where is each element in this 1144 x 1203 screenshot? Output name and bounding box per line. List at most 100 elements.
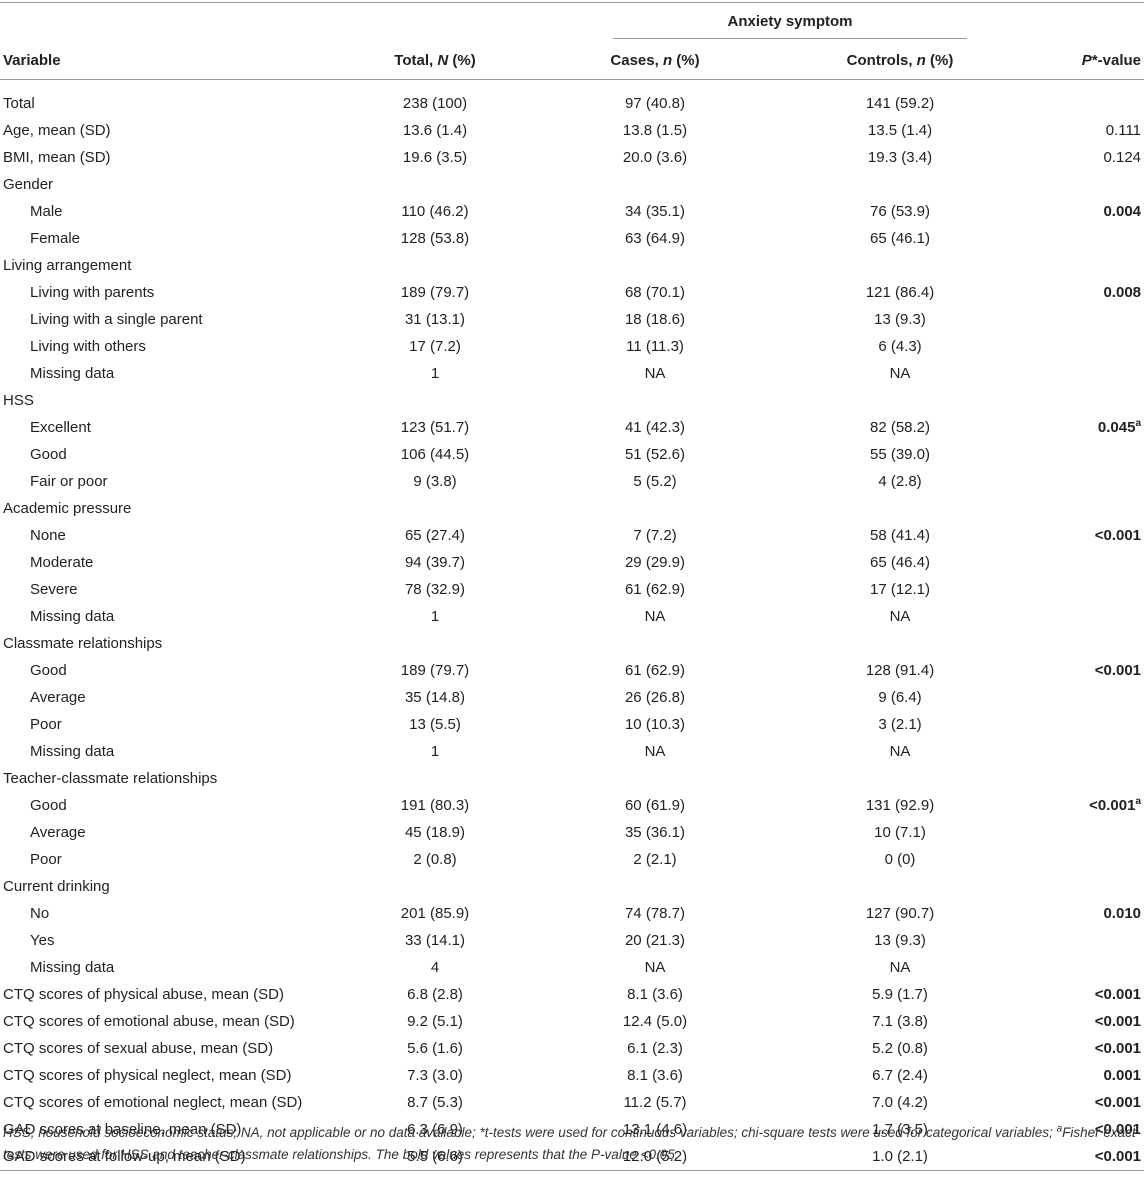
table-cell: 19.3 (3.4) xyxy=(770,144,1030,171)
table-cell: <0.001 xyxy=(1030,1116,1144,1143)
table-cell: Severe xyxy=(0,576,330,603)
cell-value: 55 (39.0) xyxy=(869,446,931,463)
cell-value: <0.001 xyxy=(1094,1094,1142,1111)
table-cell xyxy=(330,630,540,657)
row-label: CTQ scores of emotional abuse, mean (SD) xyxy=(3,1013,295,1030)
cell-value: 61 (62.9) xyxy=(624,662,686,679)
table-cell xyxy=(540,252,770,279)
table-cell: 60 (61.9) xyxy=(540,792,770,819)
row-label: Poor xyxy=(30,716,62,733)
table-row: CTQ scores of physical neglect, mean (SD… xyxy=(0,1062,1144,1089)
table-cell: 13.8 (1.5) xyxy=(540,117,770,144)
table-cell: 141 (59.2) xyxy=(770,80,1030,118)
table-cell xyxy=(1030,711,1144,738)
row-label: Total xyxy=(3,95,35,112)
row-label: Academic pressure xyxy=(3,500,132,517)
row-label: Excellent xyxy=(30,419,91,436)
cell-value: <0.001 xyxy=(1094,662,1142,679)
table-cell: Age, mean (SD) xyxy=(0,117,330,144)
cell-value: 6.7 (2.4) xyxy=(872,1067,928,1084)
table-cell: 41 (42.3) xyxy=(540,414,770,441)
cell-value: 7.1 (3.8) xyxy=(872,1013,928,1030)
cell-value: 6 (4.3) xyxy=(878,338,922,355)
table-cell: 8.1 (3.6) xyxy=(540,981,770,1008)
table-cell: <0.001 xyxy=(1030,1035,1144,1062)
table-cell: 13 (9.3) xyxy=(770,927,1030,954)
table-cell: 5.6 (1.6) xyxy=(330,1035,540,1062)
cell-value: 5.5 (6.6) xyxy=(407,1148,463,1165)
row-label: Classmate relationships xyxy=(3,635,163,652)
empty-cell xyxy=(1030,3,1144,42)
cell-value: NA xyxy=(889,743,911,760)
table-cell: 10 (7.1) xyxy=(770,819,1030,846)
table-cell: <0.001 xyxy=(1030,522,1144,549)
table-cell: 19.6 (3.5) xyxy=(330,144,540,171)
table-cell: NA xyxy=(770,738,1030,765)
table-cell xyxy=(1030,765,1144,792)
row-label: Severe xyxy=(30,581,78,598)
table-cell: Average xyxy=(0,819,330,846)
cell-value: 121 (86.4) xyxy=(865,284,935,301)
cell-value: 26 (26.8) xyxy=(624,689,686,706)
column-header: Controls, n (%) xyxy=(770,41,1031,80)
column-header: Total, N (%) xyxy=(330,41,540,80)
table-cell: Good xyxy=(0,441,330,468)
table-cell: CTQ scores of emotional abuse, mean (SD) xyxy=(0,1008,330,1035)
table-row: Missing data 1 NA NA xyxy=(0,603,1144,630)
row-label: Missing data xyxy=(30,959,115,976)
table-cell: 9.2 (5.1) xyxy=(330,1008,540,1035)
table-cell: 33 (14.1) xyxy=(330,927,540,954)
cell-value: 0 (0) xyxy=(884,851,916,868)
table-cell: 65 (27.4) xyxy=(330,522,540,549)
table-cell: 13 (9.3) xyxy=(770,306,1030,333)
table-cell: NA xyxy=(770,603,1030,630)
row-label: Female xyxy=(30,230,81,247)
table-cell: 94 (39.7) xyxy=(330,549,540,576)
table-cell: Moderate xyxy=(0,549,330,576)
cell-value: 7.3 (3.0) xyxy=(407,1067,463,1084)
table-cell: NA xyxy=(540,360,770,387)
table-cell: Living with a single parent xyxy=(0,306,330,333)
row-label: Living with others xyxy=(30,338,146,355)
header-text: (%) xyxy=(925,51,954,69)
table-cell: Teacher-classmate relationships xyxy=(0,765,330,792)
table-cell xyxy=(540,765,770,792)
table-row: Average 45 (18.9) 35 (36.1) 10 (7.1) xyxy=(0,819,1144,846)
table-cell: 63 (64.9) xyxy=(540,225,770,252)
table-row: CTQ scores of emotional abuse, mean (SD)… xyxy=(0,1008,1144,1035)
header-text: Controls, xyxy=(846,51,917,69)
cell-value: 128 (53.8) xyxy=(400,230,470,247)
row-label: GAD scores at baseline, mean (SD) xyxy=(3,1121,242,1138)
table-cell: 18 (18.6) xyxy=(540,306,770,333)
table-cell: 26 (26.8) xyxy=(540,684,770,711)
table-cell: GAD scores at baseline, mean (SD) xyxy=(0,1116,330,1143)
table-cell: Male xyxy=(0,198,330,225)
table-cell xyxy=(1030,171,1144,198)
table-cell: 3 (2.1) xyxy=(770,711,1030,738)
table-cell: Average xyxy=(0,684,330,711)
table-cell: 13.1 (4.6) xyxy=(540,1116,770,1143)
row-label: Teacher-classmate relationships xyxy=(3,770,218,787)
table-cell xyxy=(540,630,770,657)
cell-value: 5 (5.2) xyxy=(633,473,677,490)
table-cell: 65 (46.1) xyxy=(770,225,1030,252)
cell-value: 31 (13.1) xyxy=(404,311,466,328)
table-cell: 6.7 (2.4) xyxy=(770,1062,1030,1089)
cell-value: 7.0 (4.2) xyxy=(872,1094,928,1111)
table-cell xyxy=(770,873,1030,900)
table-cell: 6.3 (6.9) xyxy=(330,1116,540,1143)
table-cell: CTQ scores of physical abuse, mean (SD) xyxy=(0,981,330,1008)
table-cell: 8.1 (3.6) xyxy=(540,1062,770,1089)
row-label: Fair or poor xyxy=(30,473,108,490)
row-label: Good xyxy=(30,797,67,814)
table-cell: 82 (58.2) xyxy=(770,414,1030,441)
table-cell: 0.124 xyxy=(1030,144,1144,171)
table-cell: 20.0 (3.6) xyxy=(540,144,770,171)
table-cell: NA xyxy=(770,954,1030,981)
cell-value: 65 (46.4) xyxy=(869,554,931,571)
cell-value: NA xyxy=(889,959,911,976)
cell-value: 58 (41.4) xyxy=(869,527,931,544)
table-cell xyxy=(1030,252,1144,279)
footnote-text: Fisher exact tests were used for HSS and… xyxy=(3,1125,1136,1162)
row-label: Age, mean (SD) xyxy=(3,122,111,139)
